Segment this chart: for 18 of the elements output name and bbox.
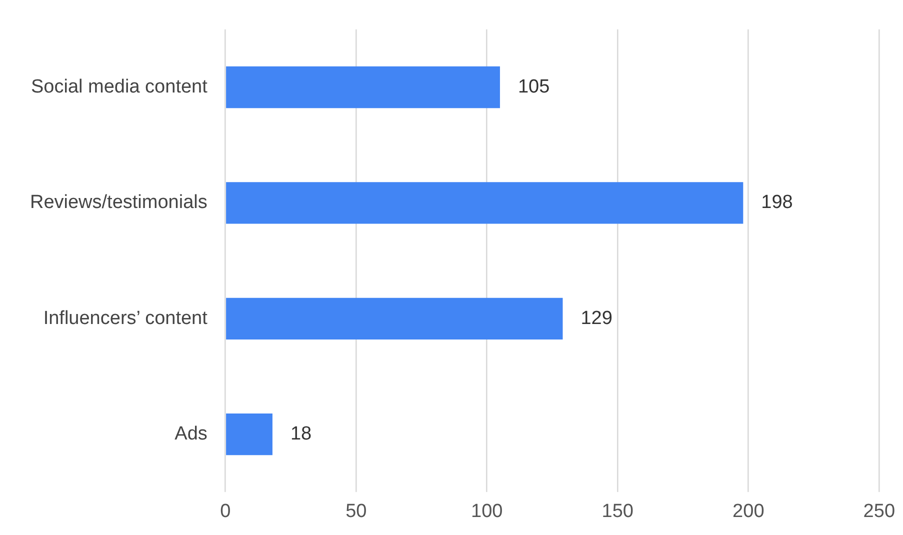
data-label: 105 xyxy=(518,76,550,98)
x-tick-label: 250 xyxy=(863,500,895,522)
x-tick-label: 0 xyxy=(220,500,231,522)
bar xyxy=(226,66,500,108)
x-tick-label: 100 xyxy=(471,500,503,522)
bar xyxy=(226,182,744,224)
x-tick-label: 150 xyxy=(602,500,634,522)
y-tick-label: Ads xyxy=(174,424,208,445)
bar xyxy=(226,298,563,340)
y-tick-label: Social media content xyxy=(31,76,208,98)
bar xyxy=(226,414,272,456)
y-tick-label: Influencers’ content xyxy=(43,308,208,329)
x-tick-label: 200 xyxy=(732,500,764,522)
y-tick-label: Reviews/testimonials xyxy=(30,192,208,214)
x-tick-label: 50 xyxy=(346,500,367,522)
data-label: 129 xyxy=(580,308,612,329)
data-label: 18 xyxy=(290,424,312,445)
data-label: 198 xyxy=(761,192,793,214)
